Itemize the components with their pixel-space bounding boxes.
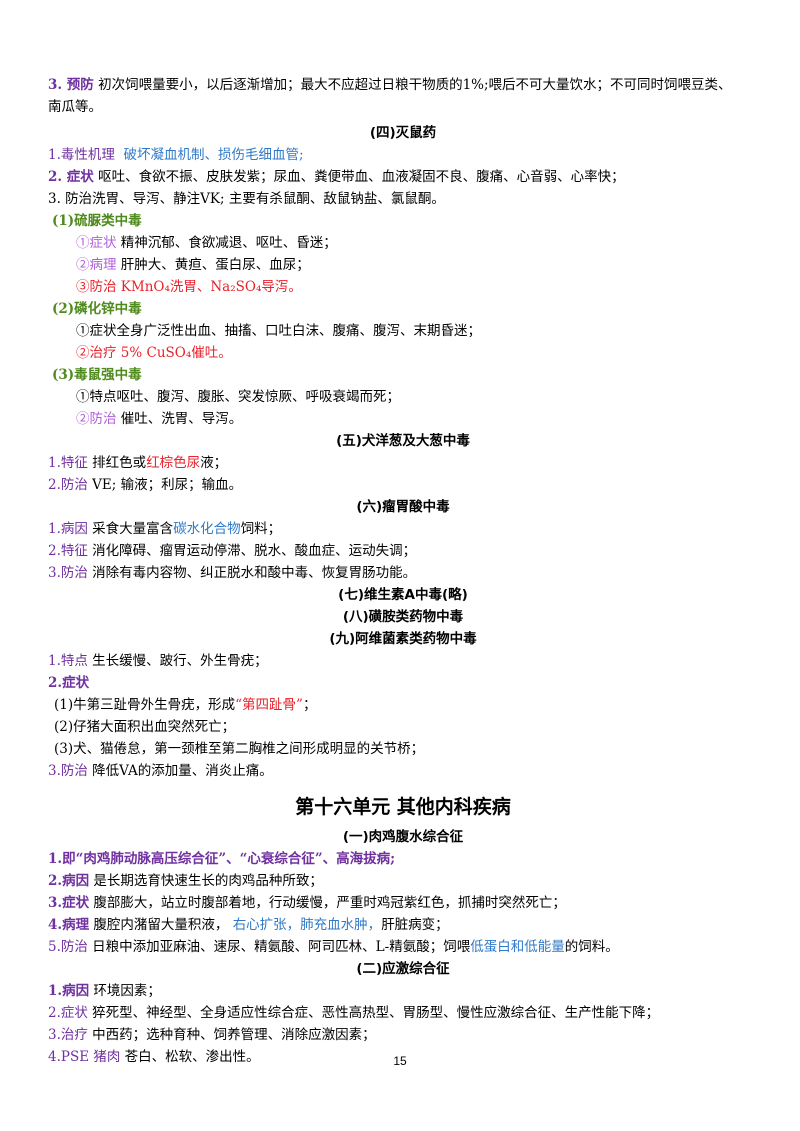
- tetramine-treatment: ②防治 催吐、洗胃、导泻。: [48, 408, 758, 430]
- acidosis-features-value: 消化障碍、瘤胃运动停滞、脱水、酸血症、运动失调；: [87, 543, 417, 559]
- mechanism-value: 破坏凝血机制、损伤毛细血管;: [123, 147, 304, 163]
- thiourea-symptoms-label: ①症状: [76, 235, 117, 251]
- avermectin-symptom-3: (3)犬、猫倦怠，第一颈椎至第二胸椎之间形成明显的关节桥；: [54, 741, 425, 757]
- subsection-tetramine: (3)毒鼠强中毒: [52, 367, 142, 383]
- ascites-cause-value: 是长期选育快速生长的肉鸡品种所致；: [89, 873, 323, 889]
- onion-features-label: 1.特征: [48, 455, 88, 471]
- symptom-1-text-end: ；: [302, 697, 317, 713]
- onion-treatment-value: VE; 输液；利尿；输血。: [87, 477, 243, 493]
- ascites-treatment-text: 日粮中添加亚麻油、速尿、精氨酸、阿司匹林、L-精氨酸；饲喂: [87, 939, 471, 955]
- symptoms-label: 2. 症状: [48, 169, 94, 185]
- symptom-1-text: (1)牛第三趾骨外生骨疣，形成: [54, 697, 236, 713]
- onion-features-highlight: 红棕色尿: [146, 455, 201, 471]
- stress-treatment-label: 3.治疗: [48, 1027, 88, 1043]
- prevention-text-cont: 南瓜等。: [48, 99, 102, 115]
- section-title-onion: (五)犬洋葱及大葱中毒: [336, 433, 470, 449]
- thiourea-symptoms-value: 精神沉郁、食欲减退、呕吐、昏迷；: [116, 235, 337, 251]
- unit-title: 第十六单元 其他内科疾病: [295, 796, 511, 818]
- ascites-symptoms-value: 腹部膨大，站立时腹部着地，行动缓慢，严重时鸡冠紫红色，抓捕时突然死亡；: [89, 895, 566, 911]
- rodenticide-treatment: 3. 防治洗胃、导泻、静注VK; 主要有杀鼠酮、敌鼠钠盐、氯鼠酮。: [48, 191, 445, 207]
- avermectin-features-label: 1.特点: [48, 653, 88, 669]
- ascites-cause: 2.病因 是长期选育快速生长的肉鸡品种所致；: [48, 870, 758, 892]
- thiourea-pathology-label: ②病理: [76, 257, 117, 273]
- prevention-paragraph: 3. 预防 初次饲喂量要小，以后逐渐增加；最大不应超过日粮干物质的1%;喂后不可…: [48, 74, 758, 118]
- ascites-symptoms-label: 3.症状: [48, 895, 90, 911]
- subsection-thiourea: (1)硫脲类中毒: [52, 213, 142, 229]
- acidosis-cause-text: 采食大量富含: [87, 521, 174, 537]
- stress-symptoms: 2.症状 猝死型、神经型、全身适应性综合症、恶性高热型、胃肠型、慢性应激综合征、…: [48, 1002, 758, 1024]
- ascites-treatment-text-end: 的饲料。: [564, 939, 619, 955]
- rodenticide-symptoms: 2. 症状 呕吐、食欲不振、皮肤发紫；尿血、粪便带血、血液凝固不良、腹痛、心音弱…: [48, 166, 758, 188]
- thiourea-symptoms: ①症状 精神沉郁、食欲减退、呕吐、昏迷；: [48, 232, 758, 254]
- acidosis-treatment-label: 3.防治: [48, 565, 88, 581]
- onion-features: 1.特征 排红色或红棕色尿液；: [48, 452, 758, 474]
- ascites-treatment-label: 5.防治: [48, 939, 88, 955]
- rodenticide-mechanism: 1.毒性机理 破坏凝血机制、损伤毛细血管;: [48, 144, 758, 166]
- acidosis-treatment: 3.防治 消除有毒内容物、纠正脱水和酸中毒、恢复胃肠功能。: [48, 562, 758, 584]
- ascites-aka: 1.即“肉鸡肺动脉高压综合征”、“心衰综合征”、高海拔病;: [48, 851, 396, 867]
- zinc-phosphide-treatment: ②治疗 5% CuSO₄催吐。: [76, 345, 232, 361]
- onion-treatment-label: 2.防治: [48, 477, 88, 493]
- acidosis-features-label: 2.特征: [48, 543, 88, 559]
- ascites-cause-label: 2.病因: [48, 873, 90, 889]
- ascites-pathology-text-end: 肝脏病变；: [381, 917, 449, 933]
- pse-pork-label: 4.PSE 猪肉: [48, 1049, 121, 1065]
- stress-cause: 1.病因 环境因素；: [48, 980, 758, 1002]
- tetramine-features: ①特点呕吐、腹泻、腹胀、突发惊厥、呼吸衰竭而死；: [76, 389, 400, 405]
- tetramine-treatment-label: ②防治: [76, 411, 117, 427]
- acidosis-cause-label: 1.病因: [48, 521, 88, 537]
- acidosis-treatment-value: 消除有毒内容物、纠正脱水和酸中毒、恢复胃肠功能。: [87, 565, 417, 581]
- acidosis-cause-highlight: 碳水化合物: [173, 521, 241, 537]
- acidosis-cause: 1.病因 采食大量富含碳水化合物饲料；: [48, 518, 758, 540]
- section-title-sulfonamide: (八)磺胺类药物中毒: [342, 609, 464, 625]
- document-page: 3. 预防 初次饲喂量要小，以后逐渐增加；最大不应超过日粮干物质的1%;喂后不可…: [48, 74, 758, 1068]
- section-title-stress: (二)应激综合征: [356, 961, 450, 977]
- section-title-rumen-acidosis: (六)瘤胃酸中毒: [356, 499, 450, 515]
- stress-symptoms-value: 猝死型、神经型、全身适应性综合症、恶性高热型、胃肠型、慢性应激综合征、生产性能下…: [87, 1005, 660, 1021]
- symptom-1-highlight: “第四趾骨”: [235, 697, 303, 713]
- avermectin-features: 1.特点 生长缓慢、跛行、外生骨疣；: [48, 650, 758, 672]
- ascites-pathology-label: 4.病理: [48, 917, 90, 933]
- thiourea-pathology: ②病理 肝肿大、黄疸、蛋白尿、血尿；: [48, 254, 758, 276]
- section-title-avermectin: (九)阿维菌素类药物中毒: [329, 631, 477, 647]
- stress-treatment-value: 中西药；选种育种、饲养管理、消除应激因素；: [87, 1027, 376, 1043]
- ascites-treatment: 5.防治 日粮中添加亚麻油、速尿、精氨酸、阿司匹林、L-精氨酸；饲喂低蛋白和低能…: [48, 936, 758, 958]
- stress-cause-label: 1.病因: [48, 983, 90, 999]
- ascites-treatment-highlight: 低蛋白和低能量: [470, 939, 565, 955]
- avermectin-features-value: 生长缓慢、跛行、外生骨疣；: [87, 653, 268, 669]
- onion-features-text: 排红色或: [87, 455, 147, 471]
- stress-pse-pork: 4.PSE 猪肉 苍白、松软、渗出性。: [48, 1046, 758, 1068]
- symptoms-value: 呕吐、食欲不振、皮肤发紫；尿血、粪便带血、血液凝固不良、腹痛、心音弱、心率快；: [93, 169, 625, 185]
- acidosis-cause-text-end: 饲料；: [240, 521, 282, 537]
- zinc-phosphide-symptoms: ①症状全身广泛性出血、抽搐、口吐白沫、腹痛、腹泻、末期昏迷；: [76, 323, 481, 339]
- page-number: 15: [393, 1054, 407, 1068]
- stress-treatment: 3.治疗 中西药；选种育种、饲养管理、消除应激因素；: [48, 1024, 758, 1046]
- ascites-symptoms: 3.症状 腹部膨大，站立时腹部着地，行动缓慢，严重时鸡冠紫红色，抓捕时突然死亡；: [48, 892, 758, 914]
- mechanism-label: 1.毒性机理: [48, 147, 115, 163]
- avermectin-symptom-2: (2)仔猪大面积出血突然死亡；: [54, 719, 236, 735]
- thiourea-treatment: ③防治 KMnO₄洗胃、Na₂SO₄导泻。: [76, 279, 302, 295]
- tetramine-treatment-value: 催吐、洗胃、导泻。: [116, 411, 243, 427]
- ascites-pathology-text: 腹腔内潴留大量积液，: [89, 917, 233, 933]
- subsection-zinc-phosphide: (2)磷化锌中毒: [52, 301, 142, 317]
- ascites-pathology: 4.病理 腹腔内潴留大量积液， 右心扩张，肺充血水肿，肝脏病变；: [48, 914, 758, 936]
- avermectin-treatment-value: 降低VA的添加量、消炎止痛。: [87, 763, 273, 779]
- avermectin-treatment-label: 3.防治: [48, 763, 88, 779]
- avermectin-symptom-1: (1)牛第三趾骨外生骨疣，形成“第四趾骨”；: [48, 694, 758, 716]
- thiourea-pathology-value: 肝肿大、黄疸、蛋白尿、血尿；: [116, 257, 310, 273]
- prevention-text: 初次饲喂量要小，以后逐渐增加；最大不应超过日粮干物质的1%;喂后不可大量饮水；不…: [93, 77, 732, 93]
- avermectin-symptoms-label: 2.症状: [48, 675, 90, 691]
- onion-features-text-end: 液；: [200, 455, 228, 471]
- section-title-vitamin-a: (七)维生素A中毒(略): [338, 587, 468, 603]
- avermectin-treatment: 3.防治 降低VA的添加量、消炎止痛。: [48, 760, 758, 782]
- onion-treatment: 2.防治 VE; 输液；利尿；输血。: [48, 474, 758, 496]
- pse-pork-value: 苍白、松软、渗出性。: [120, 1049, 260, 1065]
- stress-symptoms-label: 2.症状: [48, 1005, 88, 1021]
- stress-cause-value: 环境因素；: [89, 983, 161, 999]
- prevention-label: 3. 预防: [48, 77, 94, 93]
- section-title-ascites: (一)肉鸡腹水综合征: [342, 829, 464, 845]
- ascites-pathology-highlight: 右心扩张，肺充血水肿，: [232, 917, 382, 933]
- acidosis-features: 2.特征 消化障碍、瘤胃运动停滞、脱水、酸血症、运动失调；: [48, 540, 758, 562]
- section-title-rodenticide: (四)灭鼠药: [369, 125, 437, 141]
